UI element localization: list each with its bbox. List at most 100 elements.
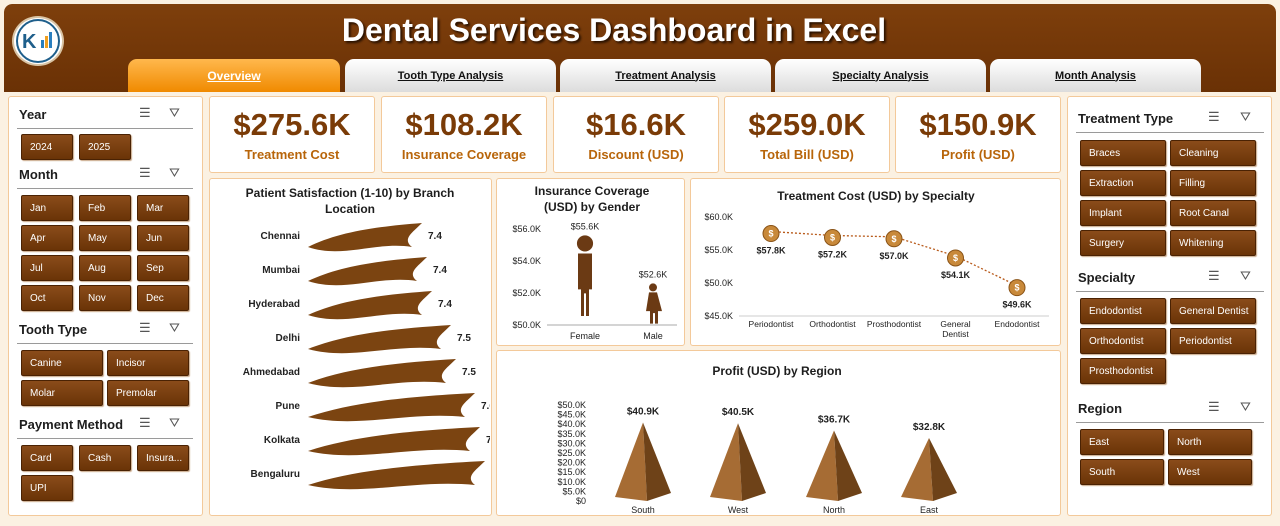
category-label: Hyderabad: [248, 299, 300, 310]
category-label: Bengaluru: [251, 469, 300, 480]
slicer-item-cleaning[interactable]: Cleaning: [1170, 140, 1256, 166]
slicer-item-endodontist[interactable]: Endodontist: [1080, 298, 1166, 324]
tab-month-analysis[interactable]: Month Analysis: [990, 59, 1201, 92]
y-tick-label: $45.0K: [557, 410, 586, 420]
kpi-label: Total Bill (USD): [760, 147, 854, 162]
data-label: $52.6K: [639, 269, 668, 279]
person-head: [576, 235, 594, 252]
left-slicer-panel: Year ☰ ⛛ 2024 2025 Month ☰ ⛛ Jan Feb Mar…: [8, 96, 203, 516]
multi-select-icon[interactable]: ☰: [1208, 399, 1220, 414]
slicer-item-periodontist[interactable]: Periodontist: [1170, 328, 1256, 354]
slicer-item-molar[interactable]: Molar: [21, 380, 103, 406]
tab-treatment-analysis[interactable]: Treatment Analysis: [560, 59, 771, 92]
clear-filter-icon[interactable]: ⛛: [169, 165, 180, 180]
slicer-item-month-nov[interactable]: Nov: [79, 285, 131, 311]
person-body: [578, 253, 592, 317]
slicer-item-surgery[interactable]: Surgery: [1080, 230, 1166, 256]
y-tick-label: $0: [576, 496, 586, 506]
slicer-item-month-apr[interactable]: Apr: [21, 225, 73, 251]
y-tick-label: $50.0K: [704, 278, 733, 288]
y-tick-label: $5.0K: [562, 486, 586, 496]
slicer-item-canine[interactable]: Canine: [21, 350, 103, 376]
tab-specialty-analysis[interactable]: Specialty Analysis: [775, 59, 986, 92]
slicer-item-incisor[interactable]: Incisor: [107, 350, 189, 376]
clear-filter-icon[interactable]: ⛛: [169, 320, 180, 335]
slicer-item-month-jul[interactable]: Jul: [21, 255, 73, 281]
slicer-item-whitening[interactable]: Whitening: [1170, 230, 1256, 256]
slicer-item-braces[interactable]: Braces: [1080, 140, 1166, 166]
satisfaction-chart-svg: Chennai 7.4 Mumbai 7.4 Hyderabad 7.4 Delhi 7.5 A…: [243, 223, 490, 490]
slicer-item-upi[interactable]: UPI: [21, 475, 73, 501]
category-label: Female: [570, 331, 600, 341]
slicer-item-year-2024[interactable]: 2024: [21, 134, 73, 160]
kpi-profit: $150.9K Profit (USD): [895, 96, 1061, 173]
slicer-item-card[interactable]: Card: [21, 445, 73, 471]
slicer-item-root-canal[interactable]: Root Canal: [1170, 200, 1256, 226]
multi-select-icon[interactable]: ☰: [139, 415, 151, 430]
slicer-item-month-dec[interactable]: Dec: [137, 285, 189, 311]
clear-filter-icon[interactable]: ⛛: [169, 105, 180, 120]
slicer-item-implant[interactable]: Implant: [1080, 200, 1166, 226]
header-bar: K Dental Services Dashboard in Excel Ove…: [4, 4, 1276, 92]
slicer-item-premolar[interactable]: Premolar: [107, 380, 189, 406]
data-label: $55.6K: [571, 221, 600, 231]
multi-select-icon[interactable]: ☰: [139, 165, 151, 180]
category-label: East: [920, 505, 939, 515]
clear-filter-icon[interactable]: ⛛: [169, 415, 180, 430]
clear-filter-icon[interactable]: ⛛: [1240, 399, 1251, 414]
slicer-item-month-sep[interactable]: Sep: [137, 255, 189, 281]
money-bag-marker: [947, 249, 964, 267]
slicer-item-year-2025[interactable]: 2025: [79, 134, 131, 160]
data-label: 7.5: [457, 333, 471, 344]
slicer-item-orthodontist[interactable]: Orthodontist: [1080, 328, 1166, 354]
slicer-title-payment-method: Payment Method: [19, 417, 124, 432]
slicer-item-month-oct[interactable]: Oct: [21, 285, 73, 311]
kpi-insurance-coverage: $108.2K Insurance Coverage: [381, 96, 547, 173]
pyramid-face-right: [738, 423, 766, 501]
multi-select-icon[interactable]: ☰: [139, 320, 151, 335]
dashboard: K Dental Services Dashboard in Excel Ove…: [4, 4, 1276, 522]
slicer-item-filling[interactable]: Filling: [1170, 170, 1256, 196]
slicer-item-month-mar[interactable]: Mar: [137, 195, 189, 221]
slicer-item-month-aug[interactable]: Aug: [79, 255, 131, 281]
category-label: Endodontist: [995, 319, 1041, 329]
tab-tooth-type-analysis[interactable]: Tooth Type Analysis: [345, 59, 556, 92]
slicer-item-south[interactable]: South: [1080, 459, 1164, 485]
pyramid-face-right: [929, 438, 957, 501]
chart-title: Patient Satisfaction (1-10) by Branch Lo…: [245, 186, 455, 216]
clear-filter-icon[interactable]: ⛛: [1240, 109, 1251, 124]
satisfaction-bar: [308, 359, 456, 388]
slicer-item-cash[interactable]: Cash: [79, 445, 131, 471]
slicer-item-prosthodontist[interactable]: Prosthodontist: [1080, 358, 1166, 384]
slicer-item-month-jun[interactable]: Jun: [137, 225, 189, 251]
slicer-item-month-feb[interactable]: Feb: [79, 195, 131, 221]
slicer-item-extraction[interactable]: Extraction: [1080, 170, 1166, 196]
kpi-value: $275.6K: [233, 107, 351, 142]
y-tick-label: $25.0K: [557, 448, 586, 458]
kpi-total-bill: $259.0K Total Bill (USD): [724, 96, 890, 173]
category-label: West: [728, 505, 749, 515]
slicer-item-general-dentist[interactable]: General Dentist: [1170, 298, 1256, 324]
person-head: [649, 283, 657, 292]
slicer-item-month-may[interactable]: May: [79, 225, 131, 251]
company-logo-icon: K: [12, 16, 64, 66]
data-label: $40.5K: [722, 407, 755, 418]
slicer-item-north[interactable]: North: [1168, 429, 1252, 455]
category-label: North: [823, 505, 845, 515]
satisfaction-bar: [308, 393, 475, 422]
kpi-label: Insurance Coverage: [401, 147, 527, 162]
money-bag-symbol: $: [1014, 283, 1019, 293]
money-bag-symbol: $: [891, 234, 896, 244]
multi-select-icon[interactable]: ☰: [1208, 109, 1220, 124]
multi-select-icon[interactable]: ☰: [1208, 268, 1220, 283]
clear-filter-icon[interactable]: ⛛: [1240, 268, 1251, 283]
category-label: Male: [643, 331, 663, 341]
slicer-item-east[interactable]: East: [1080, 429, 1164, 455]
slicer-item-month-jan[interactable]: Jan: [21, 195, 73, 221]
money-bag-symbol: $: [768, 229, 773, 239]
slicer-item-west[interactable]: West: [1168, 459, 1252, 485]
slicer-item-insurance[interactable]: Insura...: [137, 445, 189, 471]
tab-overview[interactable]: Overview: [128, 59, 340, 92]
multi-select-icon[interactable]: ☰: [139, 105, 151, 120]
y-tick-label: $15.0K: [557, 467, 586, 477]
